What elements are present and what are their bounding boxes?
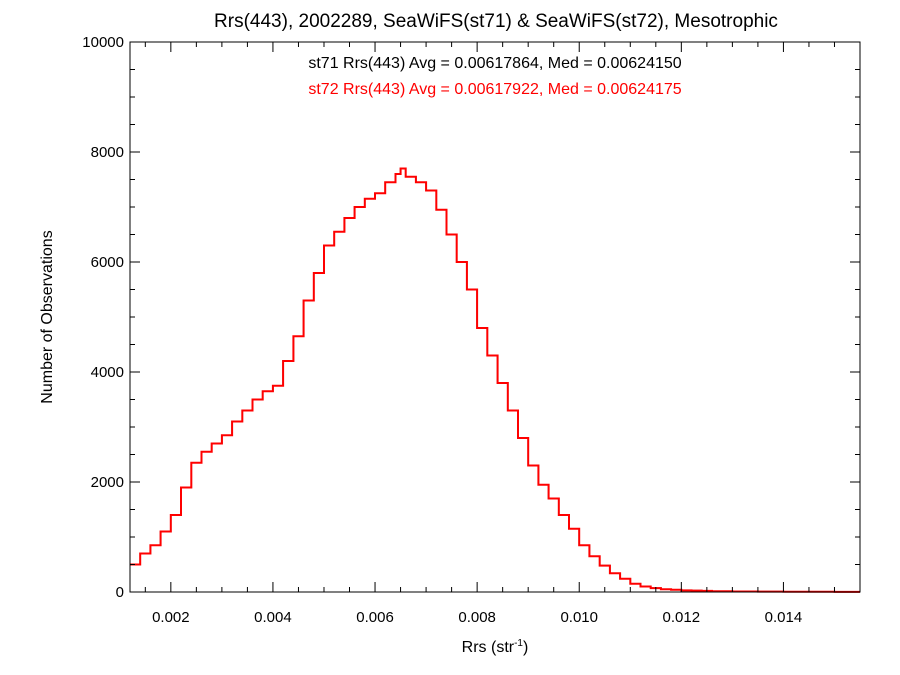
x-axis-label-base: Rrs (str bbox=[462, 639, 515, 656]
histogram-series-1 bbox=[130, 167, 860, 593]
series-layer bbox=[130, 167, 860, 593]
chart-title: Rrs(443), 2002289, SeaWiFS(st71) & SeaWi… bbox=[214, 11, 778, 32]
y-tick-label: 8000 bbox=[91, 144, 124, 161]
stats-annotation-st72: st72 Rrs(443) Avg = 0.00617922, Med = 0.… bbox=[308, 81, 681, 98]
x-tick-label: 0.008 bbox=[458, 609, 496, 626]
x-tick-label: 0.010 bbox=[560, 609, 598, 626]
x-axis-label: Rrs (str-1) bbox=[462, 638, 529, 656]
x-tick-label: 0.004 bbox=[254, 609, 292, 626]
x-axis-label-end: ) bbox=[523, 639, 528, 656]
y-tick-label: 2000 bbox=[91, 474, 124, 491]
x-tick-label: 0.012 bbox=[663, 609, 701, 626]
x-tick-label: 0.006 bbox=[356, 609, 394, 626]
x-axis-label-sup: -1 bbox=[514, 638, 523, 649]
x-tick-label: 0.002 bbox=[152, 609, 190, 626]
y-tick-label: 6000 bbox=[91, 254, 124, 271]
y-axis-label: Number of Observations bbox=[39, 230, 56, 403]
histogram-series-2 bbox=[130, 167, 860, 593]
x-tick-label: 0.014 bbox=[765, 609, 803, 626]
y-tick-label: 4000 bbox=[91, 364, 124, 381]
y-tick-label: 10000 bbox=[82, 34, 124, 51]
ticks-layer: 0.002 0.004 0.006 0.008 0.010 0.012 0.014 0 2000… bbox=[82, 34, 860, 626]
y-tick-label: 0 bbox=[116, 584, 124, 601]
stats-annotation-st71: st71 Rrs(443) Avg = 0.00617864, Med = 0.… bbox=[308, 55, 681, 72]
plot-frame bbox=[129, 41, 861, 593]
